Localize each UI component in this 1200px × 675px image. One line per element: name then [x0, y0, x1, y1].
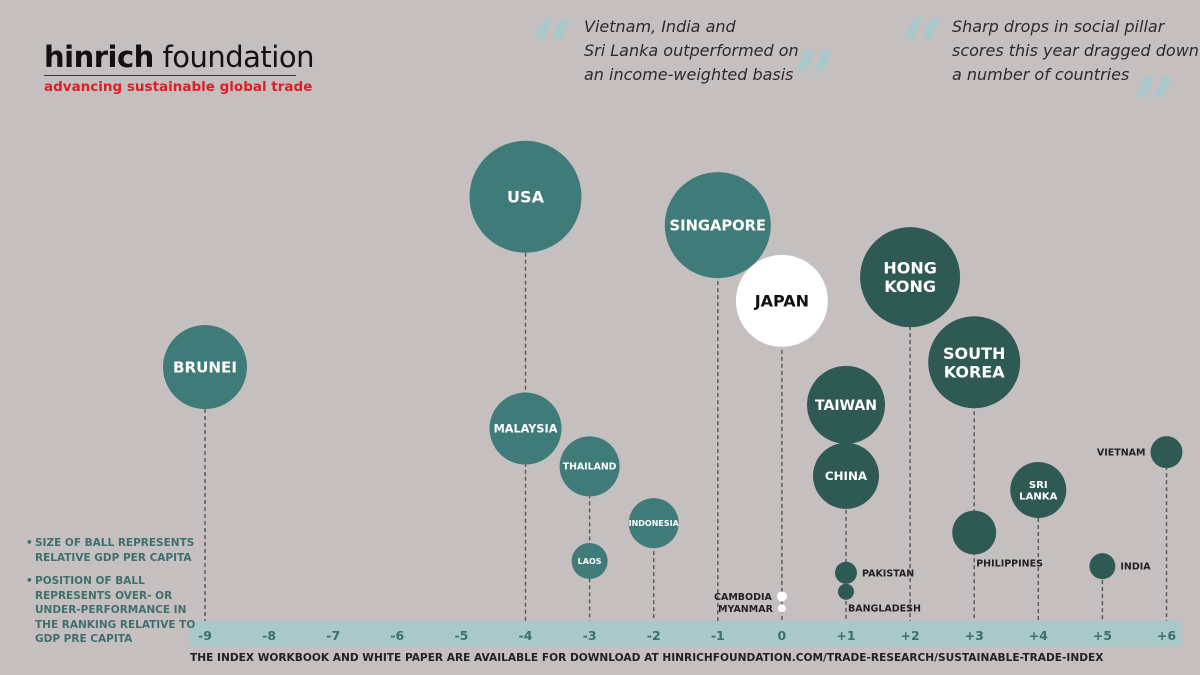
label-hong-kong: HONG: [883, 259, 937, 278]
x-tick-label: 0: [778, 628, 787, 643]
brand-name-rest: foundation: [162, 40, 315, 74]
close-quote-icon: ”: [792, 35, 837, 126]
quote-line: Sri Lanka outperformed on: [584, 41, 799, 60]
x-tick-label: -1: [711, 628, 725, 643]
legend-size-note: SIZE OF BALL REPRESENTS RELATIVE GDP PER…: [26, 536, 201, 565]
x-tick-label: +1: [836, 628, 855, 643]
quote-line: scores this year dragged down: [952, 41, 1199, 60]
x-tick-label: +2: [901, 628, 920, 643]
bubble-myanmar: [777, 604, 786, 613]
bubble-vietnam: [1150, 436, 1183, 469]
label-south-korea: KOREA: [944, 362, 1006, 381]
x-tick-label: -4: [519, 628, 533, 643]
label-malaysia: MALAYSIA: [494, 423, 558, 436]
label-taiwan: TAIWAN: [815, 398, 877, 414]
bubble-hong-kong: [860, 227, 961, 328]
chart-bubbles: [163, 140, 1183, 613]
label-philippines: PHILIPPINES: [976, 559, 1043, 570]
x-tick-label: -6: [390, 628, 404, 643]
chart-legend: SIZE OF BALL REPRESENTS RELATIVE GDP PER…: [26, 536, 201, 656]
x-tick-label: +6: [1157, 628, 1176, 643]
bubble-laos: [571, 542, 608, 579]
label-cambodia: CAMBODIA: [714, 592, 773, 603]
quote-line: Sharp drops in social pillar: [952, 17, 1165, 36]
x-tick-label: +4: [1029, 628, 1048, 643]
label-myanmar: MYANMAR: [718, 604, 774, 615]
label-thailand: THAILAND: [563, 462, 617, 473]
brand-name: hinrich foundation: [44, 40, 314, 74]
bubble-japan: [735, 254, 828, 347]
brand-rule: [44, 75, 296, 76]
label-singapore: SINGAPORE: [670, 217, 767, 234]
bubble-philippines: [952, 510, 997, 555]
label-china: CHINA: [825, 469, 868, 483]
bubble-usa: [469, 140, 582, 253]
quote-2-text: Sharp drops in social pillar scores this…: [952, 15, 1199, 87]
quote-line: a number of countries: [952, 65, 1130, 84]
label-pakistan: PAKISTAN: [862, 568, 914, 579]
label-usa: USA: [507, 188, 545, 207]
bubble-sri-lanka: [1010, 462, 1067, 519]
bubble-singapore: [664, 172, 771, 279]
open-quote-icon: “: [530, 3, 575, 94]
x-tick-label: -9: [198, 628, 212, 643]
quote-line: an income-weighted basis: [584, 65, 794, 84]
label-sri-lanka: SRI: [1029, 480, 1048, 491]
bubble-bangladesh: [838, 583, 854, 600]
close-quote-icon: ”: [1132, 61, 1177, 152]
label-sri-lanka: LANKA: [1019, 491, 1057, 502]
axis-band: [190, 621, 1182, 646]
bubble-indonesia: [628, 498, 679, 549]
label-south-korea: SOUTH: [943, 344, 1005, 363]
x-tick-label: -8: [262, 628, 276, 643]
download-footer: THE INDEX WORKBOOK AND WHITE PAPER ARE A…: [190, 652, 1104, 664]
x-tick-label: -3: [583, 628, 597, 643]
bubble-malaysia: [489, 392, 562, 465]
hinrich-foundation-logo: hinrich foundation advancing sustainable…: [44, 40, 314, 95]
bubble-south-korea: [928, 316, 1021, 409]
bubble-india: [1089, 553, 1116, 580]
label-india: INDIA: [1120, 562, 1151, 573]
bubble-cambodia: [776, 591, 787, 602]
x-tick-label: -7: [326, 628, 340, 643]
bubble-pakistan: [835, 561, 857, 584]
bubble-thailand: [559, 436, 620, 497]
label-brunei: BRUNEI: [173, 358, 237, 376]
x-tick-label: +5: [1093, 628, 1112, 643]
open-quote-icon: “: [900, 3, 945, 94]
label-hong-kong: KONG: [884, 277, 936, 296]
brand-name-bold: hinrich: [44, 40, 154, 74]
quote-line: Vietnam, India and: [584, 17, 736, 36]
x-tick-label: +3: [965, 628, 984, 643]
bubble-china: [813, 442, 879, 509]
quote-1-text: Vietnam, India and Sri Lanka outperforme…: [584, 15, 799, 87]
label-indonesia: INDONESIA: [629, 519, 680, 528]
chart-labels: BRUNEI USA MALAYSIA THAILAND LAOS INDONESIA SI…: [173, 188, 1151, 615]
label-laos: LAOS: [578, 557, 602, 566]
label-bangladesh: BANGLADESH: [848, 604, 921, 615]
bubble-taiwan: [807, 365, 885, 444]
x-tick-label: -2: [647, 628, 661, 643]
bubble-brunei: [163, 325, 247, 410]
x-tick-label: -5: [454, 628, 468, 643]
label-japan: JAPAN: [754, 292, 809, 311]
label-vietnam: VIETNAM: [1097, 448, 1146, 459]
brand-tagline: advancing sustainable global trade: [44, 79, 313, 95]
legend-position-note: POSITION OF BALL REPRESENTS OVER- OR UND…: [26, 574, 201, 647]
axis-ticks: -9 -8 -7 -6 -5 -4 -3 -2 -1 0 +1 +2 +3 +4 +5 +6: [198, 628, 1176, 643]
